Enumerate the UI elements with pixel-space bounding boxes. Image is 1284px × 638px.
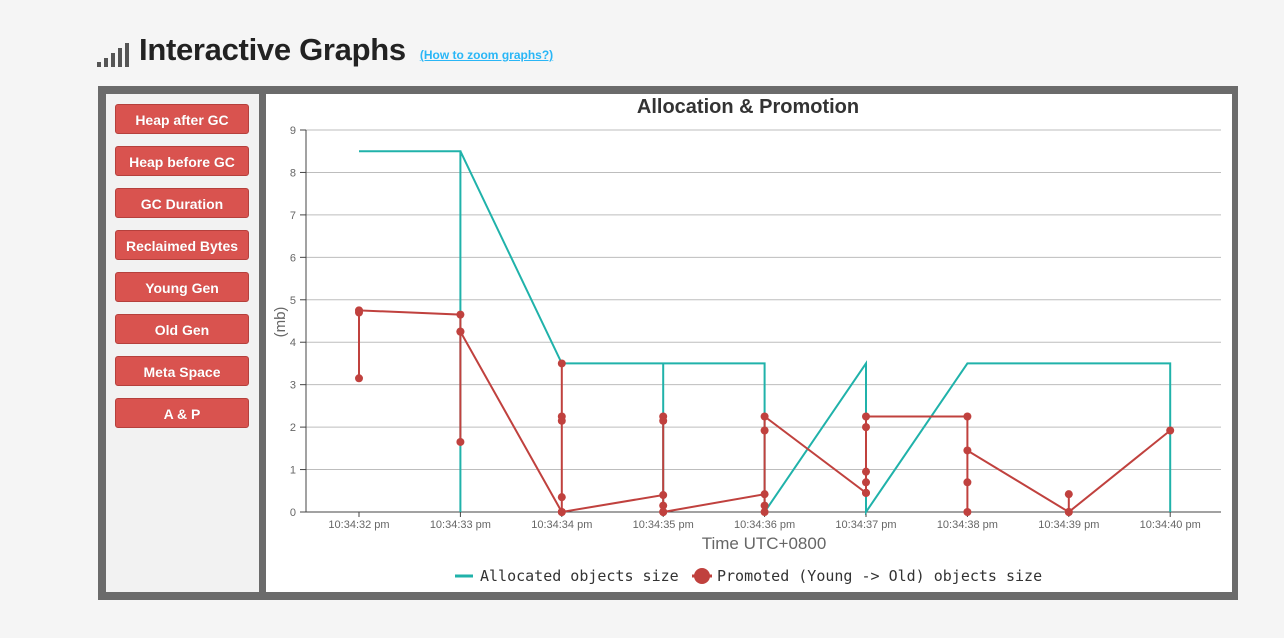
chart-grid bbox=[306, 129, 1221, 513]
promoted-data-point bbox=[862, 423, 870, 432]
x-tick-label: 10:34:33 pm bbox=[430, 519, 491, 531]
chart-container: Allocation & Promotion 0 1 2 3 4 5 6 7 8 9 10:34:… bbox=[266, 94, 1232, 592]
promoted-data-point bbox=[963, 412, 972, 421]
y-tick-label: 6 bbox=[290, 252, 296, 264]
y-tick-label: 4 bbox=[290, 337, 296, 349]
x-tick-label: 10:34:36 pm bbox=[734, 519, 795, 531]
promoted-data-point bbox=[355, 306, 363, 315]
x-tick-label: 10:34:35 pm bbox=[633, 519, 694, 531]
x-tick-label: 10:34:38 pm bbox=[937, 519, 998, 531]
chart-legend: Allocated objects size Promoted (Young ->… bbox=[455, 567, 1042, 585]
y-tick-label: 0 bbox=[290, 507, 296, 519]
legend-allocated-label: Allocated objects size bbox=[480, 567, 679, 585]
promoted-data-point bbox=[456, 310, 465, 319]
gc-duration-button[interactable]: GC Duration bbox=[115, 188, 249, 218]
legend-promoted-label: Promoted (Young -> Old) objects size bbox=[717, 567, 1042, 585]
promoted-data-point bbox=[659, 412, 668, 421]
x-tick-label: 10:34:34 pm bbox=[531, 519, 592, 531]
promoted-data-point bbox=[659, 501, 668, 510]
x-tick-label: 10:34:37 pm bbox=[835, 519, 896, 531]
promoted-data-point bbox=[1064, 490, 1073, 499]
promoted-data-point bbox=[963, 508, 972, 516]
x-tick-label: 10:34:39 pm bbox=[1038, 519, 1099, 531]
promoted-data-point bbox=[862, 412, 870, 421]
page-header: Interactive Graphs (How to zoom graphs?) bbox=[97, 28, 553, 72]
y-tick-label: 9 bbox=[290, 125, 296, 137]
promoted-data-point bbox=[1064, 508, 1073, 516]
promoted-data-point bbox=[355, 374, 363, 383]
promoted-data-point bbox=[760, 490, 769, 499]
allocation-promotion-chart[interactable]: Allocation & Promotion 0 1 2 3 4 5 6 7 8 9 10:34:… bbox=[266, 94, 1232, 592]
page-title: Interactive Graphs bbox=[139, 32, 406, 67]
y-tick-label: 8 bbox=[290, 167, 296, 179]
promoted-data-point bbox=[557, 359, 566, 368]
legend-promoted-swatch bbox=[694, 568, 710, 584]
zoom-help-link[interactable]: (How to zoom graphs?) bbox=[419, 48, 554, 62]
old-gen-button[interactable]: Old Gen bbox=[115, 314, 249, 344]
promoted-data-point bbox=[760, 501, 769, 510]
promoted-data-point bbox=[963, 446, 972, 455]
heap-after-gc-button[interactable]: Heap after GC bbox=[115, 104, 249, 134]
promoted-data-point bbox=[456, 327, 465, 336]
graph-selector-sidebar: Heap after GC Heap before GC GC Duration… bbox=[106, 94, 259, 592]
y-tick-label: 1 bbox=[290, 465, 296, 477]
x-tick-label: 10:34:40 pm bbox=[1140, 519, 1201, 531]
meta-space-button[interactable]: Meta Space bbox=[115, 356, 249, 386]
y-axis-ticks: 0 1 2 3 4 5 6 7 8 9 bbox=[290, 125, 307, 519]
young-gen-button[interactable]: Young Gen bbox=[115, 272, 249, 302]
x-tick-label: 10:34:32 pm bbox=[328, 519, 389, 531]
y-tick-label: 3 bbox=[290, 380, 296, 392]
promoted-data-point bbox=[659, 491, 668, 500]
promoted-data-point bbox=[862, 467, 870, 476]
promoted-data-point bbox=[760, 426, 769, 435]
promoted-data-point bbox=[862, 488, 870, 497]
y-axis-label: (mb) bbox=[272, 307, 289, 338]
promoted-data-point bbox=[557, 508, 566, 516]
promoted-data-point bbox=[557, 493, 566, 502]
x-axis-label: Time UTC+0800 bbox=[702, 534, 827, 553]
chart-title: Allocation & Promotion bbox=[637, 96, 859, 118]
y-tick-label: 2 bbox=[290, 422, 296, 434]
promoted-data-point bbox=[557, 412, 566, 421]
promoted-data-point bbox=[963, 478, 972, 487]
promoted-data-point bbox=[760, 508, 769, 516]
heap-before-gc-button[interactable]: Heap before GC bbox=[115, 146, 249, 176]
promoted-data-point bbox=[1166, 426, 1175, 435]
promoted-data-point bbox=[862, 478, 870, 487]
y-tick-label: 7 bbox=[290, 210, 296, 222]
a-and-p-button[interactable]: A & P bbox=[115, 398, 249, 428]
series-layer bbox=[355, 150, 1175, 516]
signal-bars-icon bbox=[97, 33, 129, 67]
reclaimed-bytes-button[interactable]: Reclaimed Bytes bbox=[115, 230, 249, 260]
promoted-data-point bbox=[760, 412, 769, 421]
promoted-data-point bbox=[659, 508, 668, 516]
x-axis-ticks: 10:34:32 pm 10:34:33 pm 10:34:34 pm 10:34:3… bbox=[328, 512, 1201, 531]
promoted-data-point bbox=[456, 437, 465, 446]
y-tick-label: 5 bbox=[290, 295, 296, 307]
